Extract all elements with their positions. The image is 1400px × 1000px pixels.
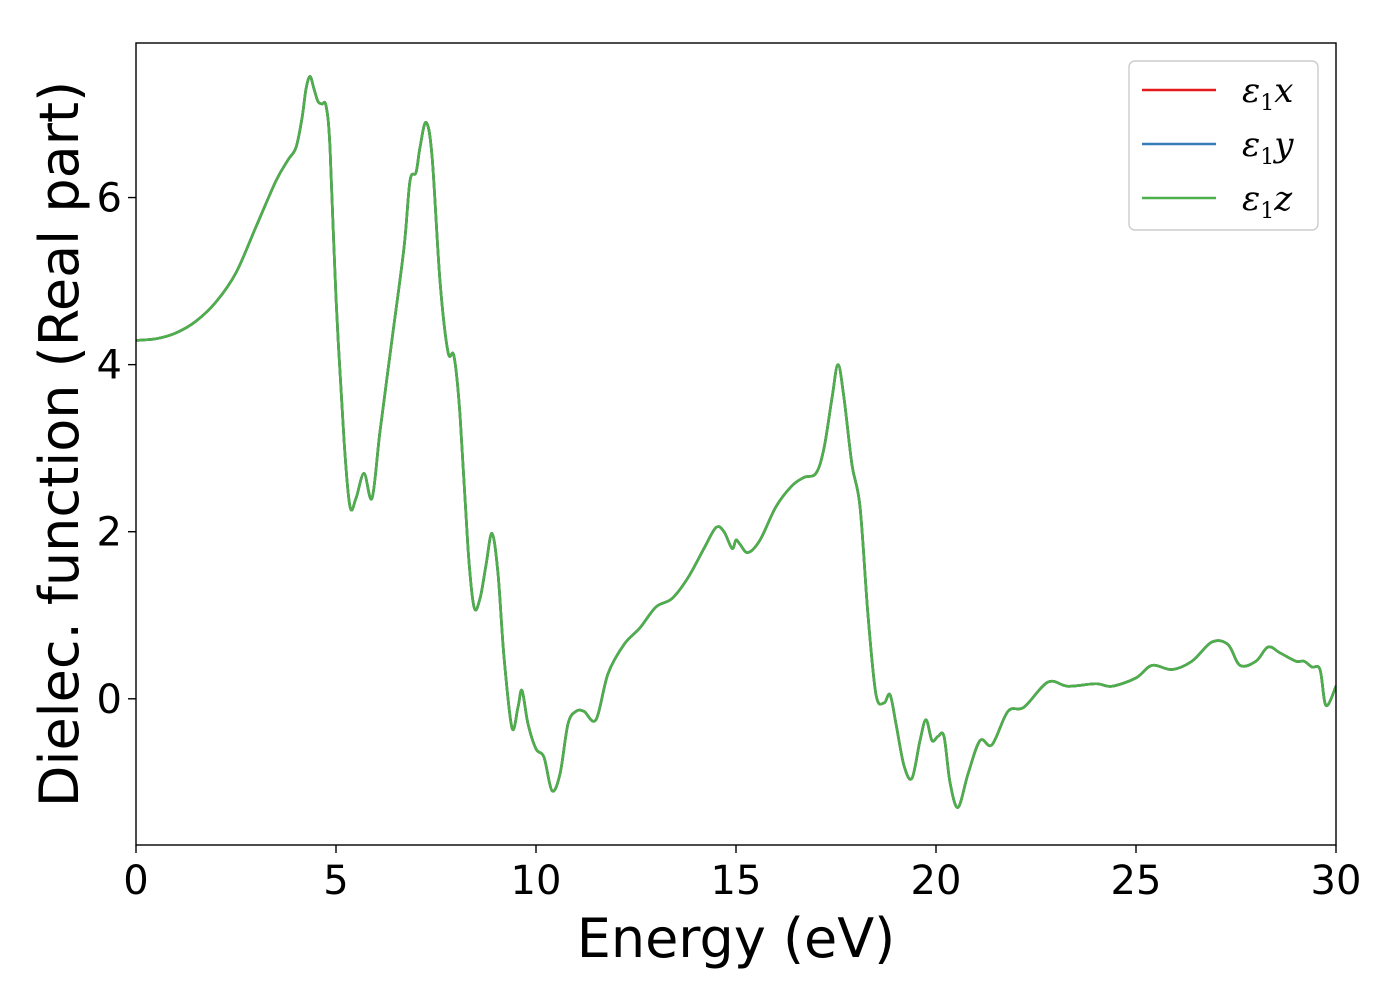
x-tick-label: 5 — [323, 858, 348, 904]
y-axis-title: Dielec. function (Real part) — [28, 81, 91, 807]
x-tick-label: 25 — [1111, 858, 1162, 904]
x-tick-label: 30 — [1311, 858, 1362, 904]
legend: ε1x ε1y ε1z — [1128, 60, 1319, 231]
x-axis: 0 5 10 15 20 25 30 — [123, 845, 1361, 904]
x-axis-title: Energy (eV) — [577, 907, 896, 970]
series-eps1z-line — [136, 75, 1336, 809]
legend-box — [1128, 60, 1319, 231]
legend-entry: ε1x — [1242, 71, 1293, 116]
y-tick-label: 0 — [97, 677, 122, 723]
x-tick-label: 20 — [911, 858, 962, 904]
y-tick-label: 4 — [97, 343, 122, 389]
legend-entry: ε1y — [1242, 125, 1294, 170]
y-tick-label: 6 — [97, 176, 122, 222]
x-tick-label: 10 — [511, 858, 562, 904]
series-layer — [136, 75, 1336, 809]
y-tick-label: 2 — [97, 510, 122, 556]
x-tick-label: 15 — [711, 858, 762, 904]
x-tick-label: 0 — [123, 858, 148, 904]
y-axis: 0 2 4 6 — [97, 176, 136, 723]
legend-entry: ε1z — [1242, 179, 1293, 224]
